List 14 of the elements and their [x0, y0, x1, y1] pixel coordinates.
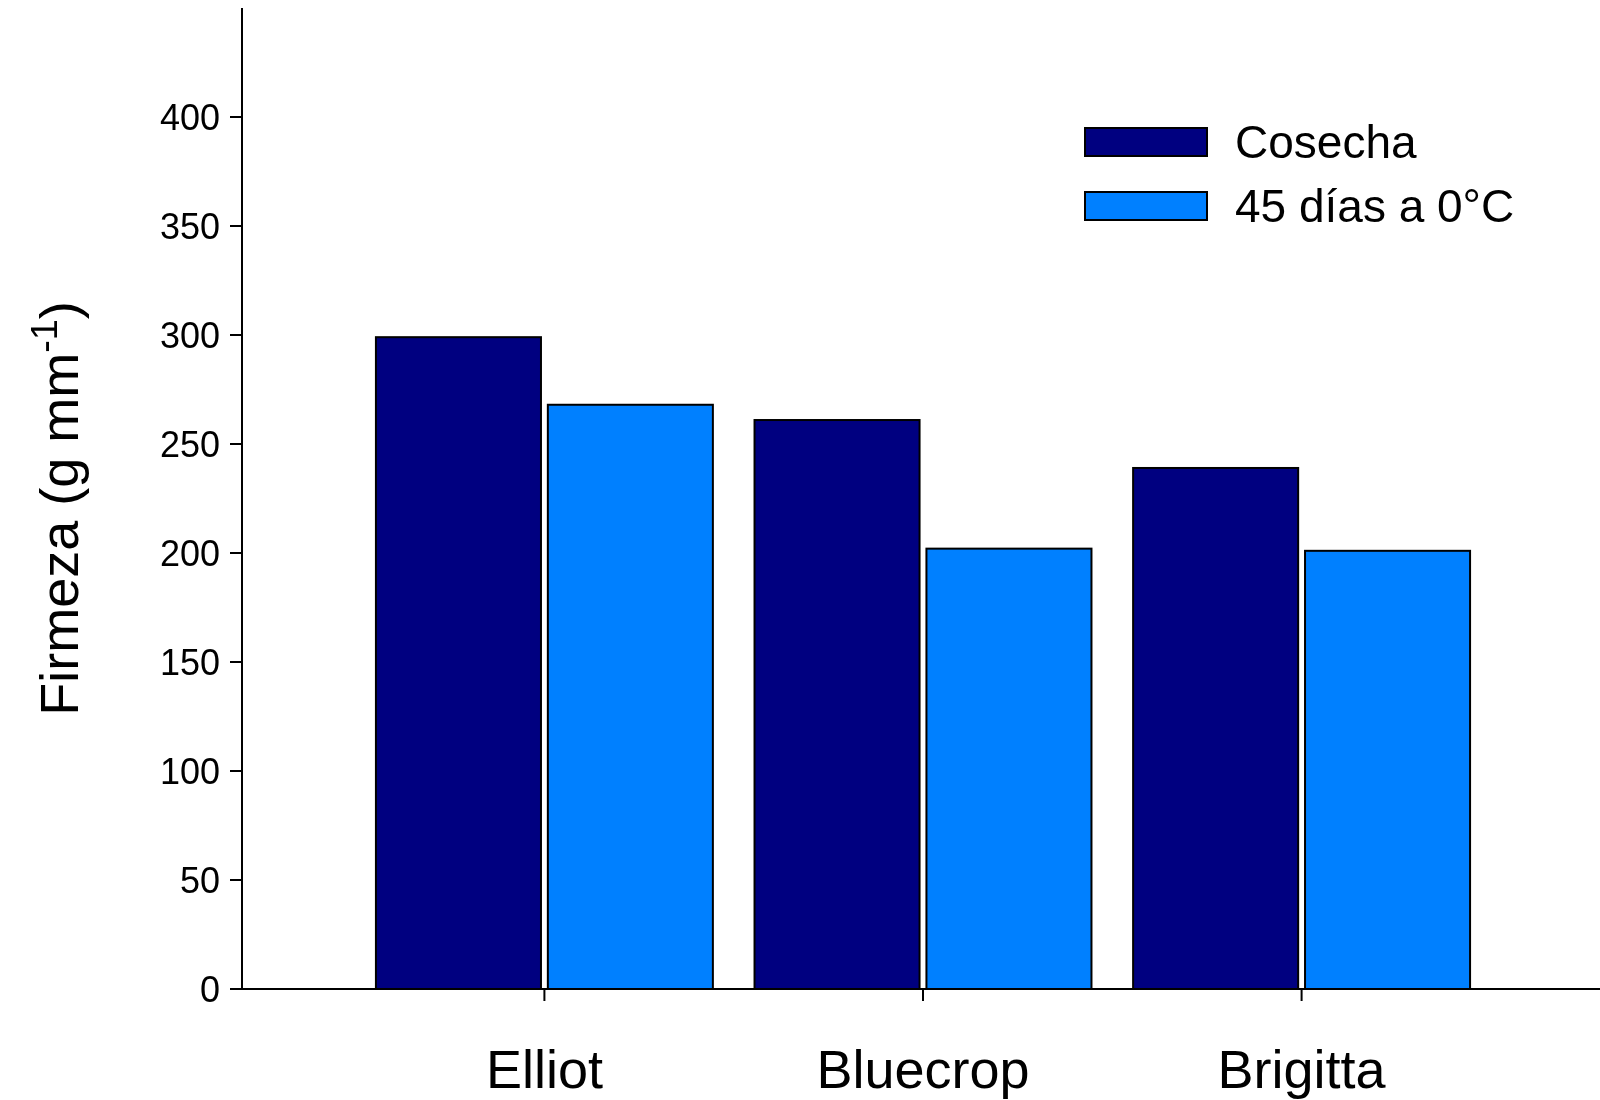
y-tick-label: 150 — [159, 641, 220, 683]
x-tick-label: Bluecrop — [816, 1039, 1030, 1099]
y-tick-label: 100 — [159, 750, 220, 792]
y-tick-label: 400 — [159, 96, 220, 138]
y-tick-label: 0 — [199, 968, 220, 1010]
y-tick-label: 200 — [159, 532, 220, 574]
legend-label: Cosecha — [1235, 116, 1417, 169]
x-tick-label: Brigitta — [1217, 1039, 1387, 1099]
legend-label: 45 días a 0°C — [1235, 180, 1515, 233]
y-tick-label: 50 — [179, 859, 220, 901]
y-tick-label: 250 — [159, 423, 220, 465]
y-tick-label: 300 — [159, 314, 220, 356]
y-tick-label: 350 — [159, 205, 220, 247]
x-tick-label: Elliot — [485, 1039, 603, 1099]
